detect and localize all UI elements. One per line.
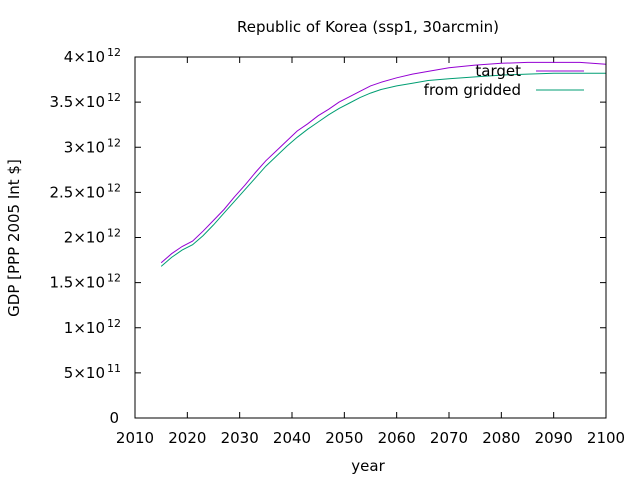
y-tick-mantissa: 1.5×10 bbox=[49, 274, 105, 292]
y-tick-label: 2.5×10 12 bbox=[49, 181, 121, 201]
chart-title: Republic of Korea (ssp1, 30arcmin) bbox=[237, 18, 499, 36]
y-tick-label: 5×10 11 bbox=[64, 362, 121, 382]
y-tick-label: 3.5×10 12 bbox=[49, 91, 121, 111]
y-tick-mantissa: 1×10 bbox=[64, 319, 105, 337]
y-tick-exponent: 12 bbox=[107, 181, 121, 194]
y-axis-label: GDP [PPP 2005 Int $] bbox=[5, 159, 23, 317]
y-tick-exponent: 12 bbox=[107, 272, 121, 285]
y-tick-mantissa: 5×10 bbox=[64, 364, 105, 382]
y-tick-mantissa: 2×10 bbox=[64, 229, 105, 247]
x-tick-label: 2060 bbox=[378, 429, 416, 447]
y-tick-exponent: 11 bbox=[107, 362, 121, 375]
y-tick-exponent: 12 bbox=[107, 227, 121, 240]
x-tick-label: 2100 bbox=[587, 429, 625, 447]
x-tick-label: 2070 bbox=[430, 429, 468, 447]
y-tick-exponent: 12 bbox=[107, 91, 121, 104]
y-tick-mantissa: 2.5×10 bbox=[49, 183, 105, 201]
x-axis: 2010 2020 2030 2040 2050 2060 2070 2080 2090 2100 bbox=[116, 57, 625, 447]
y-tick-exponent: 12 bbox=[107, 136, 121, 149]
y-tick-label: 1×10 12 bbox=[64, 317, 121, 337]
series-line-from-gridded bbox=[160, 72, 606, 267]
y-tick-mantissa: 0 bbox=[109, 409, 119, 427]
y-tick-mantissa: 3×10 bbox=[64, 138, 105, 156]
legend-label: target bbox=[475, 62, 521, 80]
x-axis-label: year bbox=[351, 457, 385, 475]
y-tick-label: 1.5×10 12 bbox=[49, 272, 121, 292]
x-tick-label: 2020 bbox=[168, 429, 206, 447]
y-tick-label: 0 bbox=[109, 409, 119, 427]
x-tick-label: 2010 bbox=[116, 429, 154, 447]
x-tick-label: 2040 bbox=[273, 429, 311, 447]
y-tick-mantissa: 3.5×10 bbox=[49, 93, 105, 111]
y-tick-exponent: 12 bbox=[107, 46, 121, 59]
plot-frame bbox=[134, 56, 607, 419]
legend-label: from gridded bbox=[424, 81, 521, 99]
y-tick-label: 2×10 12 bbox=[64, 227, 121, 247]
y-tick-label: 3×10 12 bbox=[64, 136, 121, 156]
x-tick-label: 2090 bbox=[535, 429, 573, 447]
y-tick-mantissa: 4×10 bbox=[64, 48, 105, 66]
x-tick-label: 2030 bbox=[221, 429, 259, 447]
series-lines bbox=[160, 61, 607, 267]
y-tick-label: 4×10 12 bbox=[64, 46, 121, 66]
series-line-target bbox=[160, 61, 607, 264]
x-tick-label: 2080 bbox=[482, 429, 520, 447]
x-tick-label: 2050 bbox=[325, 429, 363, 447]
y-tick-exponent: 12 bbox=[107, 317, 121, 330]
y-axis: 05×10 111×10 121.5×10 122×10 122.5×10 123×10 1… bbox=[49, 46, 606, 427]
